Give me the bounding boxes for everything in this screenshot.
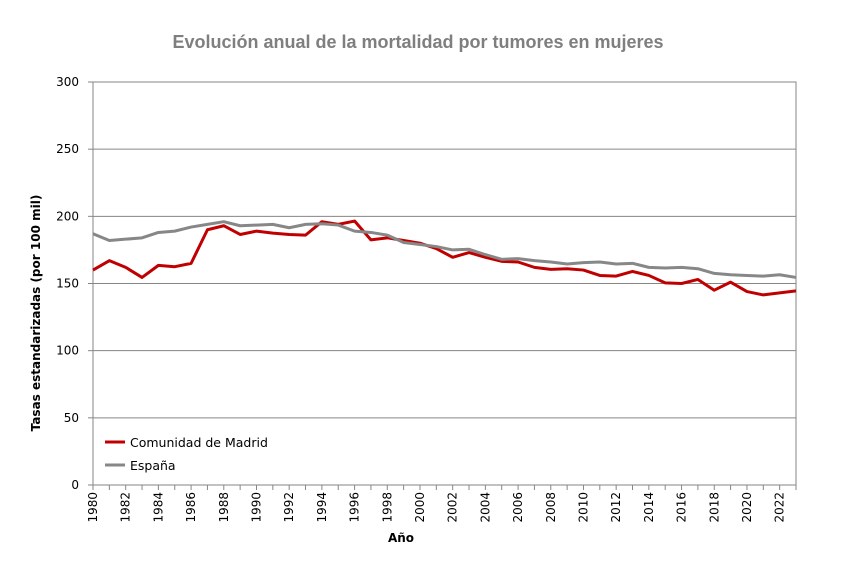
x-tick-label: 1992 xyxy=(282,492,296,523)
x-tick-label: 1984 xyxy=(151,492,165,523)
series-line-0 xyxy=(92,219,797,297)
x-tick-label: 1980 xyxy=(86,492,100,523)
x-tick-label: 1996 xyxy=(348,492,362,523)
x-tick-label: 2000 xyxy=(413,492,427,523)
x-tick-label: 1998 xyxy=(380,492,394,523)
legend-label-espana: España xyxy=(130,458,176,473)
x-tick-label: 1982 xyxy=(119,492,133,523)
y-tick-label: 200 xyxy=(56,209,79,223)
x-tick-label: 2006 xyxy=(511,492,525,523)
y-tick-label: 0 xyxy=(71,478,79,492)
x-tick-label: 2016 xyxy=(675,492,689,523)
x-tick-label: 2010 xyxy=(576,492,590,523)
x-tick-label: 1986 xyxy=(184,492,198,523)
gridlines xyxy=(93,148,796,419)
x-tick-label: 2022 xyxy=(773,492,787,523)
y-tick-label: 150 xyxy=(56,277,79,291)
x-tick-label: 2004 xyxy=(478,492,492,523)
x-tick-label: 1990 xyxy=(249,492,263,523)
x-tick-label: 1994 xyxy=(315,492,329,523)
y-axis: 0 50 100 150 200 250 300 xyxy=(56,75,93,492)
y-axis-label: Tasas estandarizadas (por 100 mil) xyxy=(29,195,43,432)
y-tick-label: 100 xyxy=(56,344,79,358)
legend-label-madrid: Comunidad de Madrid xyxy=(130,435,268,450)
x-axis: 1980 1982 1984 1986 1988 1990 1992 1994 1996 1998… xyxy=(86,485,797,523)
x-axis-label: Año xyxy=(388,531,414,545)
x-tick-label: 2012 xyxy=(609,492,623,523)
chart-title: Evolución anual de la mortalidad por tum… xyxy=(172,32,663,52)
series-lines xyxy=(92,219,797,297)
x-tick-label: 2008 xyxy=(544,492,558,523)
x-tick-label: 2020 xyxy=(740,492,754,523)
x-tick-label: 2014 xyxy=(642,492,656,523)
y-tick-label: 300 xyxy=(56,75,79,89)
y-tick-label: 50 xyxy=(64,411,79,425)
x-tick-label: 2018 xyxy=(707,492,721,523)
x-tick-label: 1988 xyxy=(217,492,231,523)
y-tick-label: 250 xyxy=(56,142,79,156)
series-line-1 xyxy=(92,220,797,279)
legend: Comunidad de Madrid España xyxy=(105,435,268,473)
x-tick-label: 2002 xyxy=(446,492,460,523)
